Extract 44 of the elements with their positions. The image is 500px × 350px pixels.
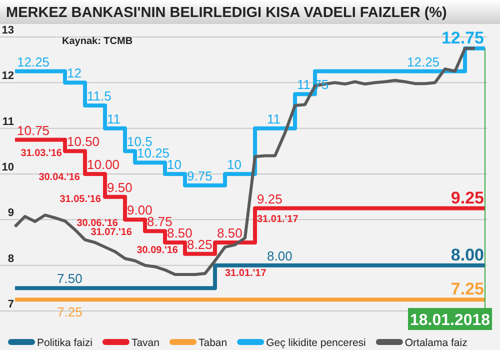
y-tick-label: 10 — [2, 162, 14, 174]
legend-label: Ortalama faiz — [404, 337, 468, 349]
data-label: 7.50 — [57, 271, 82, 286]
annotation: 31.07.'16 — [90, 227, 132, 238]
legend-label: Tavan — [131, 337, 160, 349]
annotation: 31.01.'17 — [225, 268, 267, 279]
data-label: 9.50 — [107, 180, 132, 195]
data-label: 11 — [107, 111, 120, 126]
y-tick-label: 13 — [2, 24, 14, 37]
y-tick-label: 12 — [2, 70, 14, 82]
data-label: 8.50 — [217, 226, 242, 240]
data-label: 7.25 — [450, 280, 484, 299]
data-label: 10 — [227, 157, 242, 172]
data-label: 12.75 — [441, 28, 484, 48]
y-tick-label: 8 — [8, 252, 14, 265]
data-label: 11.5 — [87, 88, 112, 104]
annotation: Kaynak: TCMB — [62, 36, 133, 47]
annotation: 30.09.'16 — [136, 245, 178, 256]
data-label: 7.25 — [57, 304, 82, 320]
annotation: 31.05.'16 — [60, 194, 102, 205]
data-label: 9.25 — [257, 191, 282, 206]
data-label: 11 — [267, 111, 280, 126]
data-label: 12.25 — [407, 54, 440, 70]
legend-label: Geç likidite penceresi — [266, 337, 366, 349]
annotation: 31.01.'17 — [257, 214, 299, 225]
chart-title: MERKEZ BANKASI'NIN BELIRLEDIGI KISA VADELI FAIZLER (%) — [6, 5, 448, 21]
data-label: 10 — [167, 157, 182, 172]
annotation: 31.03.'16 — [20, 148, 62, 159]
data-label: 10.50 — [67, 134, 100, 150]
legend-label: Taban — [198, 337, 228, 349]
y-tick-label: 9 — [8, 207, 14, 220]
data-label: 9.75 — [187, 168, 212, 184]
data-label: 10.00 — [87, 157, 120, 172]
data-label: 12.25 — [17, 54, 50, 70]
y-tick-label: 7 — [8, 298, 14, 311]
data-label: 9.25 — [450, 188, 484, 208]
data-label: 12 — [67, 66, 82, 81]
data-label: 8.00 — [267, 248, 292, 264]
annotation: 30.06.'16 — [76, 218, 118, 229]
y-tick-label: 11 — [2, 116, 14, 128]
annotation: 30.04.'16 — [38, 172, 80, 183]
data-label: 8.00 — [450, 245, 484, 264]
data-label: 10.75 — [17, 122, 50, 138]
legend-label: Politika faizi — [37, 337, 92, 349]
